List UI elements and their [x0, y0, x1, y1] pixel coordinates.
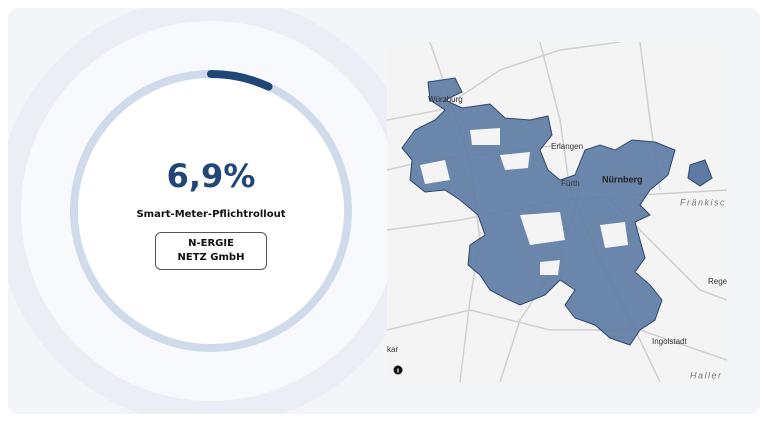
region-holes — [420, 128, 628, 275]
progress-value: 6,9% — [167, 157, 256, 195]
map-label: Würzburg — [428, 95, 463, 104]
operator-badge: N-ERGIE NETZ GmbH — [155, 232, 267, 270]
progress-label: Smart-Meter-Pflichtrollout — [136, 209, 285, 220]
map-label: Ingolstadt — [652, 337, 687, 346]
map-label: Nürnberg — [602, 174, 643, 184]
map-label: Fürth — [561, 179, 580, 188]
progress-arc — [207, 70, 273, 91]
map-label: Haller — [690, 370, 723, 380]
region — [401, 77, 676, 346]
map-label: Erlangen — [551, 142, 583, 151]
region-east — [687, 159, 713, 187]
map: Würzburg Erlangen Fürth Nürnberg Fränkis… — [387, 42, 728, 382]
map-label: Fränkisc — [680, 197, 726, 207]
map-label: kar — [387, 345, 398, 354]
info-icon-glyph — [397, 368, 399, 373]
map-label: Rege — [708, 277, 728, 286]
